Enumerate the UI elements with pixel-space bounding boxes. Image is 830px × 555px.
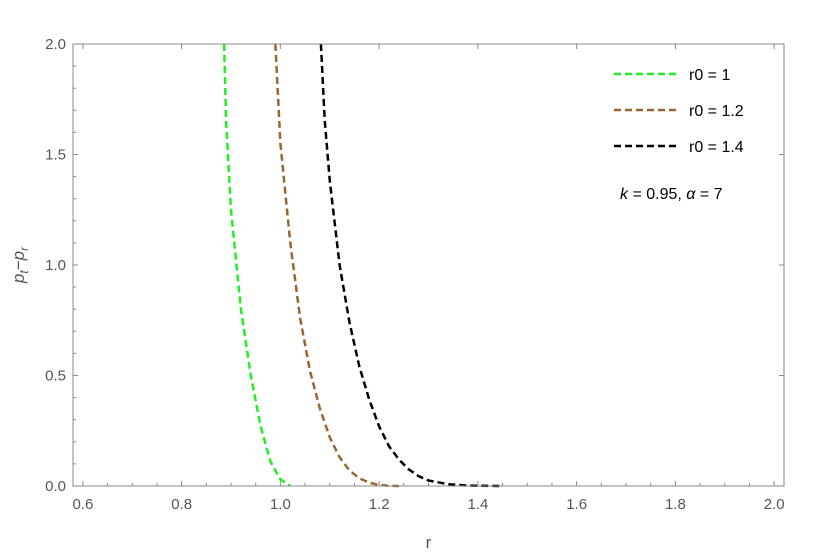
series-layer	[222, 43, 503, 488]
x-tick-label: 1.2	[369, 496, 390, 513]
series-line-1	[222, 43, 291, 488]
x-axis-title: r	[426, 533, 432, 552]
x-tick-label: 1.8	[665, 496, 686, 513]
legend: r0 = 1 r0 = 1.2 r0 = 1.4	[614, 67, 744, 156]
series-line-3	[319, 43, 503, 488]
parameter-annotation: k = 0.95, α = 7	[620, 186, 723, 203]
x-tick-label: 0.6	[72, 496, 93, 513]
legend-label: r0 = 1.4	[689, 139, 744, 156]
x-tick-label: 1.4	[467, 496, 488, 513]
series-line-2	[274, 43, 399, 488]
y-tick-label: 0.5	[45, 368, 66, 385]
legend-label: r0 = 1	[689, 67, 730, 84]
y-axis-title: pt−pr	[9, 246, 31, 284]
x-tick-label: 0.8	[171, 496, 192, 513]
x-tick-label: 1.6	[566, 496, 587, 513]
y-tick-label: 1.0	[45, 257, 66, 274]
x-tick-label: 1.0	[270, 496, 291, 513]
y-tick-label: 0.0	[45, 478, 66, 495]
y-tick-label: 1.5	[45, 147, 66, 164]
x-tick-label: 2.0	[764, 496, 785, 513]
axis-ticks: 0.6 0.8 1.0 1.2 1.4 1.6 1.8 2.0 0.0 0.5 1.0 1.5 2.0	[45, 36, 784, 513]
plot-frame	[72, 43, 785, 487]
y-tick-label: 2.0	[45, 36, 66, 53]
legend-label: r0 = 1.2	[689, 103, 744, 120]
